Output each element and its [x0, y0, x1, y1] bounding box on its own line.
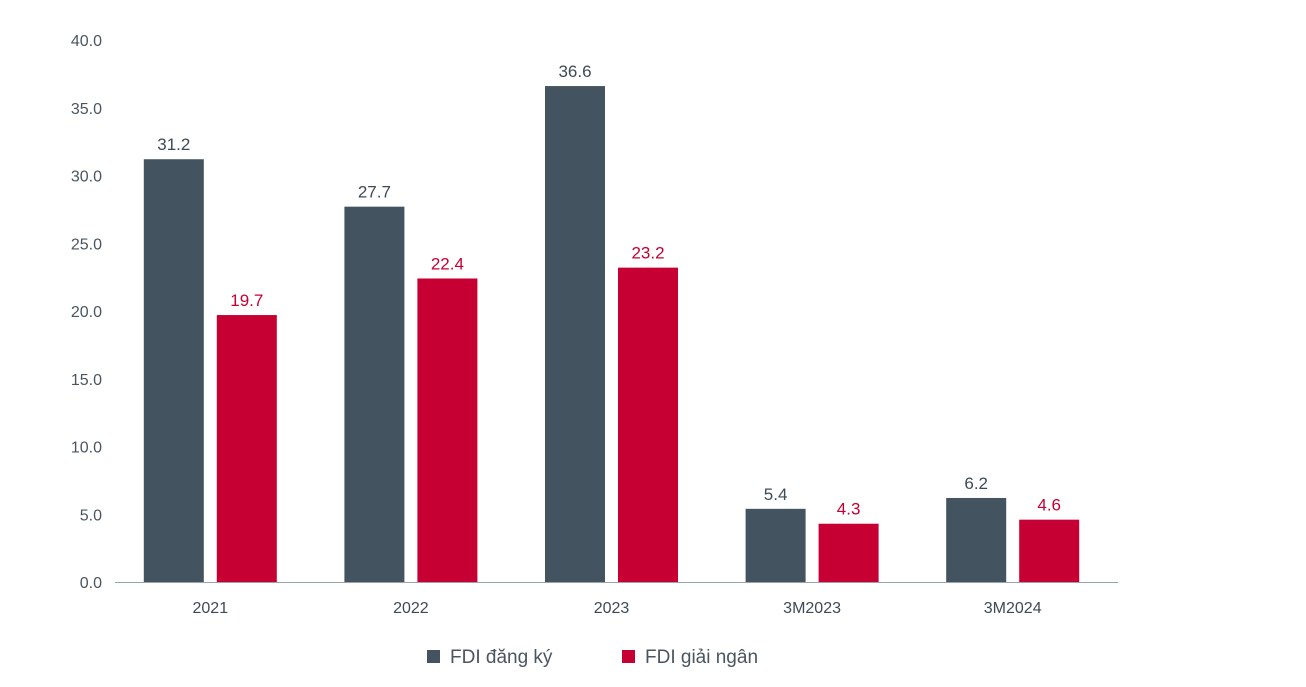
legend-swatch-registered	[427, 650, 440, 663]
y-tick-label: 20.0	[71, 304, 102, 321]
data-label-disbursed: 4.3	[837, 500, 861, 519]
data-label-registered: 5.4	[764, 485, 788, 504]
legend-swatch-disbursed	[622, 650, 635, 663]
data-label-registered: 6.2	[964, 474, 988, 493]
legend: FDI đăng ký FDI giải ngân	[427, 647, 758, 668]
bar-registered	[745, 508, 806, 582]
legend-label-disbursed: FDI giải ngân	[645, 647, 758, 668]
y-tick-label: 10.0	[71, 440, 102, 457]
data-label-disbursed: 23.2	[631, 244, 664, 263]
bar-disbursed	[818, 523, 879, 582]
y-tick-label: 5.0	[80, 507, 102, 524]
data-labels: 31.2 19.7 27.7 22.4 36.6 23.2 5.4 4.3 6.2 4.6	[157, 62, 1061, 519]
data-label-disbursed: 22.4	[431, 254, 464, 273]
bar-disbursed	[618, 267, 678, 582]
bars	[143, 86, 1080, 583]
bar-registered	[946, 497, 1007, 582]
data-label-registered: 36.6	[558, 62, 591, 81]
x-tick-label: 3M2023	[783, 600, 841, 617]
x-tick-label: 2022	[393, 600, 429, 617]
data-label-disbursed: 19.7	[230, 291, 263, 310]
bar-registered	[344, 206, 405, 583]
legend-label-registered: FDI đăng ký	[450, 647, 553, 668]
y-tick-label: 0.0	[80, 575, 102, 592]
y-tick-label: 25.0	[71, 236, 102, 253]
x-tick-label: 2021	[193, 600, 229, 617]
data-label-registered: 27.7	[358, 183, 391, 202]
data-label-registered: 31.2	[157, 135, 190, 154]
bar-registered	[143, 159, 204, 583]
bar-disbursed	[417, 278, 478, 582]
y-tick-label: 30.0	[71, 169, 102, 186]
y-tick-label: 40.0	[71, 33, 102, 50]
x-tick-label: 3M2024	[984, 600, 1042, 617]
bar-disbursed	[1019, 519, 1080, 582]
bar-registered	[545, 86, 605, 582]
y-tick-label: 35.0	[71, 101, 102, 118]
y-axis: 0.0 5.0 10.0 15.0 20.0 25.0 30.0 35.0 40.0	[71, 33, 102, 592]
data-label-disbursed: 4.6	[1037, 496, 1061, 515]
bar-disbursed	[216, 315, 277, 582]
x-axis: 2021 2022 2023 3M2023 3M2024	[193, 600, 1042, 617]
x-tick-label: 2023	[594, 600, 630, 617]
y-tick-label: 15.0	[71, 372, 102, 389]
